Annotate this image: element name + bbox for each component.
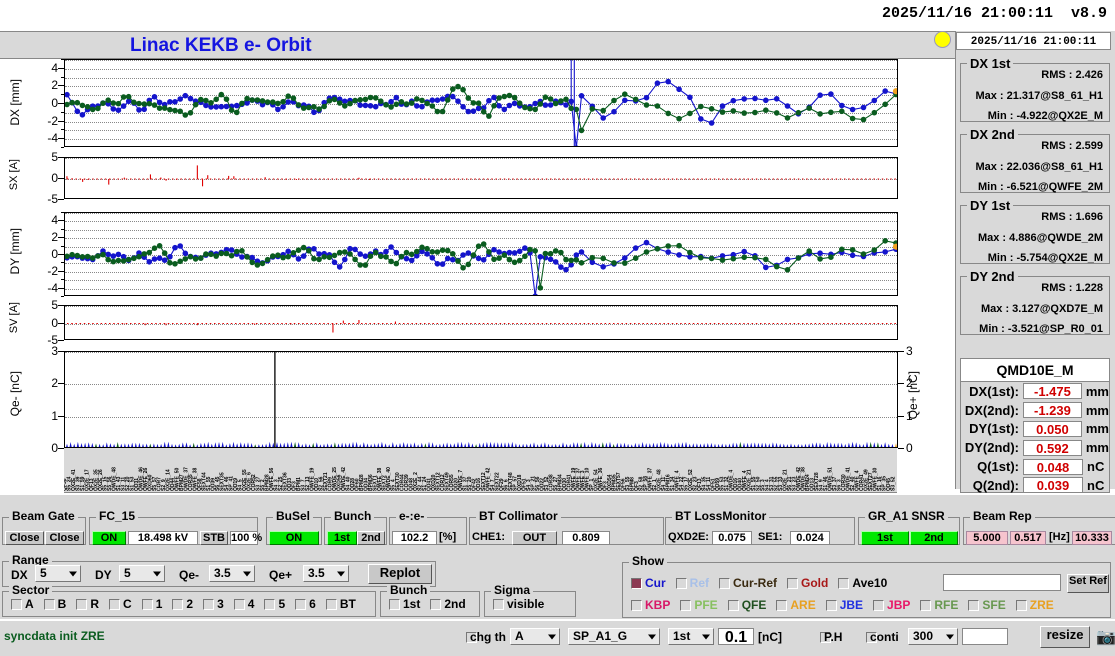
svg-text:S3_52: S3_52 bbox=[891, 476, 897, 491]
